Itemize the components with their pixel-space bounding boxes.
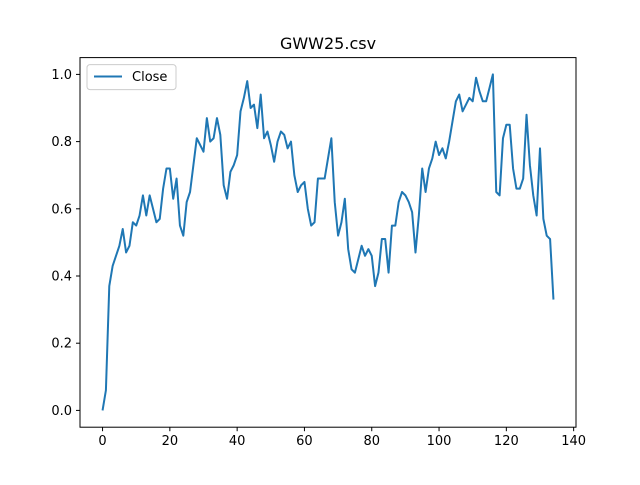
x-tick-label: 40 — [229, 434, 246, 449]
x-tick-label: 140 — [561, 434, 586, 449]
y-tick-label: 0.2 — [51, 337, 72, 352]
x-tick-label: 0 — [98, 434, 106, 449]
legend-label-close: Close — [132, 70, 167, 85]
legend: Close — [87, 65, 176, 90]
y-tick-label: 1.0 — [51, 68, 72, 83]
y-tick-label: 0.0 — [51, 404, 72, 419]
x-tick-label: 20 — [162, 434, 179, 449]
y-tick-label: 0.8 — [51, 135, 72, 150]
y-tick-label: 0.6 — [51, 202, 72, 217]
x-tick-label: 80 — [363, 434, 380, 449]
chart-title: GWW25.csv — [280, 34, 376, 53]
x-tick-label: 60 — [296, 434, 313, 449]
x-tick-label: 120 — [494, 434, 519, 449]
y-tick-label: 0.4 — [51, 270, 72, 285]
x-tick-label: 100 — [427, 434, 452, 449]
